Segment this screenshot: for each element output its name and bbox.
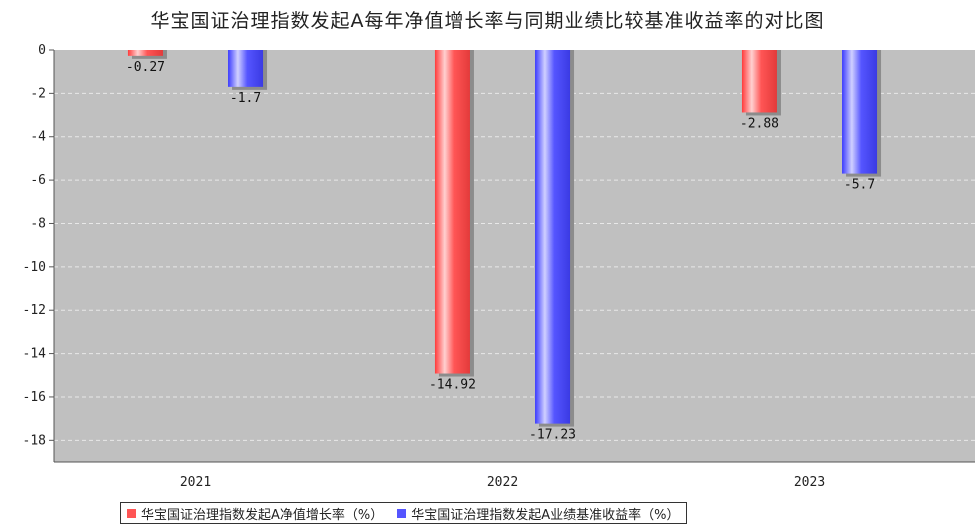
data-label: -5.7 (844, 178, 875, 193)
y-tick-label: -14 (23, 347, 47, 362)
data-label: -14.92 (429, 378, 476, 393)
plot-area (54, 50, 975, 462)
bar-benchmark-2022 (535, 50, 571, 424)
legend: 华宝国证治理指数发起A净值增长率（%） 华宝国证治理指数发起A业绩基准收益率（%） (120, 502, 687, 524)
bar-nav-growth-2022 (434, 50, 470, 374)
labels: 0 -2 -4 -6 -8 -10 -12 -14 -16 -18 -0.27 -1.7 2021 -14… (23, 43, 876, 490)
x-tick-label: 2021 (180, 475, 211, 490)
x-tick-label: 2023 (794, 475, 825, 490)
y-tick-label: -8 (30, 216, 46, 231)
y-tick-label: -16 (23, 390, 46, 405)
data-label: -2.88 (740, 116, 779, 131)
y-tick-label: -4 (30, 130, 46, 145)
bar-benchmark-2021 (228, 50, 264, 87)
legend-label: 华宝国证治理指数发起A业绩基准收益率（%） (411, 507, 680, 523)
legend-label: 华宝国证治理指数发起A净值增长率（%） (141, 507, 384, 523)
y-tick-label: 0 (38, 43, 46, 58)
legend-swatch (127, 508, 136, 518)
x-tick-label: 2022 (487, 475, 518, 490)
data-label: -1.7 (230, 91, 261, 106)
y-tick-label: -12 (23, 303, 46, 318)
data-label: -17.23 (529, 428, 576, 443)
y-tick-label: -6 (30, 173, 46, 188)
axes (49, 49, 975, 463)
y-tick-label: -2 (30, 86, 46, 101)
legend-item-benchmark: 华宝国证治理指数发起A业绩基准收益率（%） (397, 504, 680, 523)
bar-nav-growth-2021 (127, 50, 163, 56)
legend-item-nav-growth: 华宝国证治理指数发起A净值增长率（%） (127, 504, 383, 523)
bar-nav-growth-2023 (741, 50, 777, 113)
y-tick-label: -10 (23, 260, 46, 275)
y-tick-label: -18 (23, 433, 46, 448)
data-label: -0.27 (126, 60, 165, 75)
chart-title: 华宝国证治理指数发起A每年净值增长率与同期业绩比较基准收益率的对比图 (150, 10, 825, 32)
bar-benchmark-2023 (842, 50, 878, 174)
bars (127, 50, 882, 427)
legend-swatch (397, 508, 407, 518)
